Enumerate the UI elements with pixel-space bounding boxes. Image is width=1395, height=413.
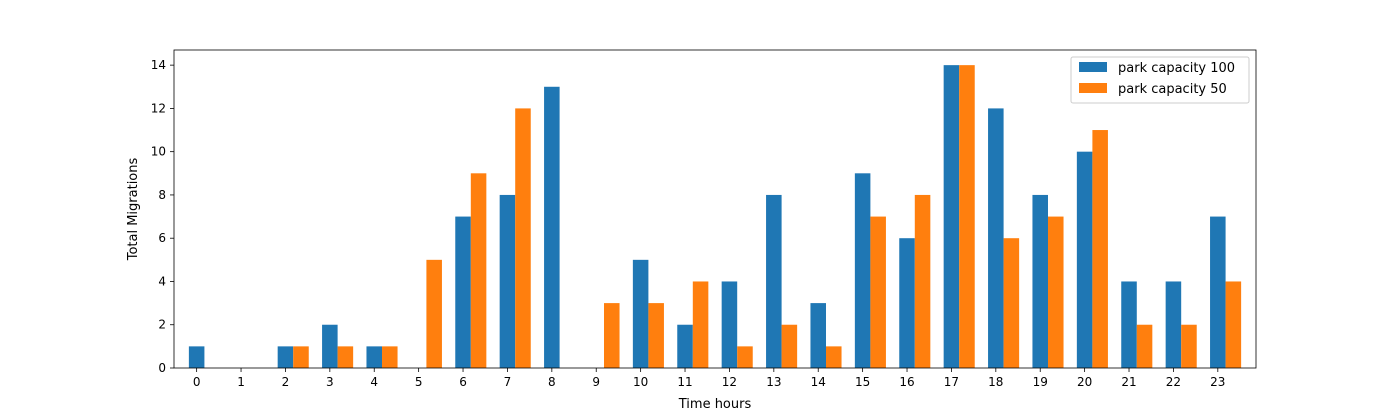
- bar-series-1-hour-2: [293, 346, 309, 368]
- x-tick-label: 9: [592, 375, 600, 389]
- x-tick-label: 13: [766, 375, 781, 389]
- bar-series-1-hour-7: [515, 108, 531, 368]
- bar-series-1-hour-11: [692, 281, 709, 368]
- y-tick-label: 4: [158, 274, 166, 288]
- bar-series-1-hour-21: [1136, 324, 1153, 368]
- x-tick-label: 12: [722, 375, 737, 389]
- plot-frame: [173, 49, 1257, 369]
- x-tick-label: 23: [1210, 375, 1225, 389]
- bar-series-1-hour-14: [825, 346, 842, 368]
- x-tick-label: 3: [326, 375, 334, 389]
- x-tick-label: 5: [415, 375, 423, 389]
- y-tick-label: 2: [158, 318, 166, 332]
- x-axis-label: Time hours: [678, 397, 752, 412]
- y-tick-label: 0: [158, 361, 166, 375]
- bar-series-0-hour-2: [277, 346, 294, 368]
- legend-swatch-park-capacity-50: [1079, 83, 1107, 93]
- bar-series-0-hour-19: [1032, 194, 1048, 368]
- bar-series-0-hour-11: [677, 324, 693, 368]
- bar-series-1-hour-10: [648, 303, 664, 368]
- x-tick-label: 22: [1166, 375, 1181, 389]
- x-tick-label: 10: [633, 375, 648, 389]
- bar-series-0-hour-20: [1076, 151, 1093, 368]
- bar-series-1-hour-20: [1092, 130, 1108, 368]
- x-tick-label: 0: [193, 375, 201, 389]
- bar-series-0-hour-15: [854, 173, 871, 368]
- bar-series-0-hour-13: [766, 194, 782, 368]
- bar-series-0-hour-3: [322, 324, 338, 368]
- bars-layer: [188, 65, 1242, 369]
- y-axis-label: Total Migrations: [126, 157, 141, 261]
- bar-series-0-hour-23: [1210, 216, 1226, 368]
- x-tick-label: 17: [944, 375, 959, 389]
- bar-series-1-hour-9: [604, 303, 620, 368]
- x-tick-label: 7: [504, 375, 512, 389]
- bar-series-0-hour-6: [455, 216, 471, 368]
- bar-series-0-hour-17: [943, 65, 960, 369]
- bar-series-1-hour-12: [737, 346, 753, 368]
- x-tick-label: 2: [282, 375, 290, 389]
- bar-series-1-hour-4: [382, 346, 398, 368]
- bar-series-1-hour-19: [1047, 216, 1064, 368]
- y-axis-ticks: 0 2 4 6 8 10 12 14: [151, 58, 174, 375]
- y-tick-label: 6: [158, 231, 166, 245]
- bar-series-1-hour-18: [1003, 238, 1020, 368]
- bar-series-0-hour-8: [544, 86, 560, 368]
- x-tick-label: 8: [548, 375, 556, 389]
- x-tick-label: 21: [1121, 375, 1136, 389]
- bar-series-1-hour-15: [870, 216, 886, 368]
- x-tick-label: 14: [811, 375, 826, 389]
- y-tick-label: 10: [151, 145, 166, 159]
- legend-label-park-capacity-50: park capacity 50: [1118, 82, 1227, 97]
- bar-series-1-hour-23: [1225, 281, 1242, 368]
- x-tick-label: 18: [988, 375, 1003, 389]
- legend: park capacity 100 park capacity 50: [1070, 56, 1250, 104]
- x-tick-label: 11: [677, 375, 692, 389]
- y-tick-label: 14: [151, 58, 166, 72]
- bar-series-1-hour-6: [470, 173, 487, 368]
- bar-series-0-hour-10: [632, 259, 649, 368]
- bar-series-0-hour-21: [1121, 281, 1137, 368]
- x-tick-label: 19: [1033, 375, 1048, 389]
- x-tick-label: 6: [459, 375, 467, 389]
- bar-series-1-hour-5: [426, 259, 442, 368]
- bar-series-0-hour-7: [499, 194, 516, 368]
- y-tick-label: 12: [151, 101, 166, 115]
- bar-series-0-hour-4: [366, 346, 383, 368]
- bar-series-0-hour-0: [188, 346, 205, 368]
- x-tick-label: 15: [855, 375, 870, 389]
- x-tick-label: 20: [1077, 375, 1092, 389]
- bar-series-0-hour-22: [1165, 281, 1182, 368]
- x-axis-ticks: 0 1 2 3 4 5 6 7 8 9 10 11 12 13 14 15 16 17 18 19 20 21 22 23: [193, 368, 1225, 389]
- bar-series-1-hour-3: [337, 346, 354, 368]
- bar-series-1-hour-16: [914, 194, 931, 368]
- bar-series-1-hour-17: [959, 65, 975, 369]
- legend-box: [1070, 56, 1250, 104]
- y-tick-label: 8: [158, 188, 166, 202]
- bar-series-0-hour-12: [721, 281, 738, 368]
- bar-series-0-hour-18: [988, 108, 1004, 368]
- bar-series-0-hour-16: [899, 238, 915, 368]
- bar-series-1-hour-22: [1181, 324, 1197, 368]
- x-tick-label: 16: [899, 375, 914, 389]
- legend-label-park-capacity-100: park capacity 100: [1118, 61, 1235, 76]
- x-tick-label: 1: [237, 375, 245, 389]
- legend-swatch-park-capacity-100: [1079, 62, 1107, 72]
- x-tick-label: 4: [370, 375, 378, 389]
- bar-series-0-hour-14: [810, 303, 826, 368]
- bar-series-1-hour-13: [781, 324, 798, 368]
